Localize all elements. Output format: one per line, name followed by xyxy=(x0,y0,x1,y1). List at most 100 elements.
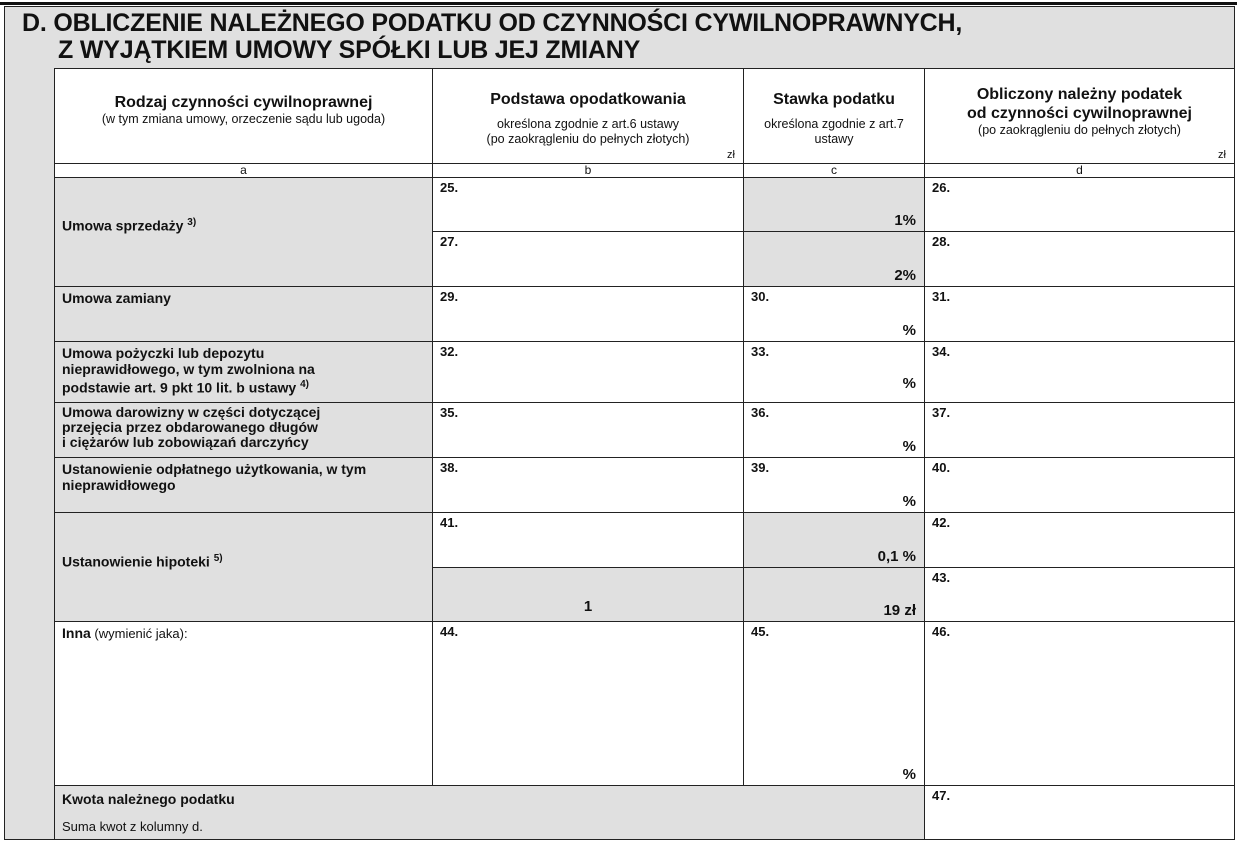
header-col-d: Obliczony należny podatek od czynności c… xyxy=(924,68,1235,164)
field-number: 27. xyxy=(440,234,459,249)
header-d-unit: zł xyxy=(1218,149,1226,161)
label-line: przejęcia przez obdarowanego długów xyxy=(62,419,318,435)
field-number: 31. xyxy=(932,289,951,304)
column-letter-c: c xyxy=(743,163,925,178)
percent-sign: % xyxy=(902,375,916,392)
field-number: 30. xyxy=(751,289,770,304)
field-42[interactable]: 42. xyxy=(924,512,1235,568)
field-number: 37. xyxy=(932,405,951,420)
section-title: D. OBLICZENIE NALEŻNEGO PODATKU OD CZYNN… xyxy=(22,10,962,64)
rate-value: 0,1 % xyxy=(877,548,916,565)
field-number: 29. xyxy=(440,289,459,304)
footnote: 4) xyxy=(300,379,309,390)
field-number: 46. xyxy=(932,624,951,639)
field-36[interactable]: 36.% xyxy=(743,402,925,458)
label-line: Umowa darowizny w części dotyczącej xyxy=(62,404,321,420)
row-label-pozyczki: Umowa pożyczki lub depozytu nieprawidłow… xyxy=(54,341,433,403)
label-line: nieprawidłowego, w tym zwolniona na xyxy=(62,361,315,377)
label-sub: Suma kwot z kolumny d. xyxy=(62,819,203,834)
field-35[interactable]: 35. xyxy=(432,402,744,458)
rate-0-1-percent: 0,1 % xyxy=(743,512,925,568)
field-43[interactable]: 43. xyxy=(924,567,1235,622)
row-label-inna[interactable]: Inna (wymienić jaka): xyxy=(54,621,433,786)
header-c-sub1: określona zgodnie z art.7 xyxy=(764,117,904,131)
field-number: 34. xyxy=(932,344,951,359)
percent-sign: % xyxy=(902,766,916,783)
header-c-title: Stawka podatku xyxy=(773,91,895,108)
percent-sign: % xyxy=(902,322,916,339)
field-number: 26. xyxy=(932,180,951,195)
field-30[interactable]: 30.% xyxy=(743,286,925,342)
rate-value: 19 zł xyxy=(883,602,916,619)
row-label-hipoteki: Ustanowienie hipoteki 5) xyxy=(54,512,433,622)
field-number: 38. xyxy=(440,460,459,475)
label-text: Inna xyxy=(62,625,91,641)
field-38[interactable]: 38. xyxy=(432,457,744,513)
field-29[interactable]: 29. xyxy=(432,286,744,342)
field-number: 32. xyxy=(440,344,459,359)
label-line: i ciężarów lub zobowiązań darczyńcy xyxy=(62,434,309,450)
label-line: nieprawidłowego xyxy=(62,477,176,493)
field-number: 40. xyxy=(932,460,951,475)
field-number: 44. xyxy=(440,624,459,639)
field-32[interactable]: 32. xyxy=(432,341,744,403)
column-letter-a: a xyxy=(54,163,433,178)
field-number: 36. xyxy=(751,405,770,420)
footnote: 5) xyxy=(213,553,223,564)
field-27[interactable]: 27. xyxy=(432,231,744,287)
field-number: 28. xyxy=(932,234,951,249)
field-37[interactable]: 37. xyxy=(924,402,1235,458)
row-label-zamiany: Umowa zamiany xyxy=(54,286,433,342)
header-a-title: Rodzaj czynności cywilnoprawnej xyxy=(114,94,373,111)
row-label-sprzedazy: Umowa sprzedaży 3) xyxy=(54,177,433,287)
title-line-1: D. OBLICZENIE NALEŻNEGO PODATKU OD CZYNN… xyxy=(22,9,963,37)
base-value: 1 xyxy=(583,598,593,615)
field-44[interactable]: 44. xyxy=(432,621,744,786)
row-label-kwota: Kwota należnego podatku Suma kwot z kolu… xyxy=(54,785,925,840)
footnote: 3) xyxy=(187,217,197,228)
row-label-uzytkowania: Ustanowienie odpłatnego użytkowania, w t… xyxy=(54,457,433,513)
row-label-darowizny: Umowa darowizny w części dotyczącej prze… xyxy=(54,402,433,458)
base-fixed: 1 xyxy=(432,567,744,622)
field-33[interactable]: 33.% xyxy=(743,341,925,403)
percent-sign: % xyxy=(902,438,916,455)
column-letter-b: b xyxy=(432,163,744,178)
field-45[interactable]: 45.% xyxy=(743,621,925,786)
header-c-sub2: ustawy xyxy=(814,132,854,146)
field-number: 42. xyxy=(932,515,951,530)
field-number: 41. xyxy=(440,515,459,530)
field-34[interactable]: 34. xyxy=(924,341,1235,403)
field-28[interactable]: 28. xyxy=(924,231,1235,287)
header-col-b: Podstawa opodatkowania określona zgodnie… xyxy=(432,68,744,164)
rate-2-percent: 2% xyxy=(743,231,925,287)
header-d-title1: Obliczony należny podatek xyxy=(976,86,1183,103)
field-31[interactable]: 31. xyxy=(924,286,1235,342)
label-hint: (wymienić jaka): xyxy=(90,626,188,641)
field-number: 35. xyxy=(440,405,459,420)
field-40[interactable]: 40. xyxy=(924,457,1235,513)
field-47[interactable]: 47. xyxy=(924,785,1235,840)
header-b-title: Podstawa opodatkowania xyxy=(490,91,686,108)
field-46[interactable]: 46. xyxy=(924,621,1235,786)
field-number: 47. xyxy=(932,788,951,803)
field-25[interactable]: 25. xyxy=(432,177,744,232)
field-41[interactable]: 41. xyxy=(432,512,744,568)
field-26[interactable]: 26. xyxy=(924,177,1235,232)
title-line-2: Z WYJĄTKIEM UMOWY SPÓŁKI LUB JEJ ZMIANY xyxy=(58,36,641,64)
label-line: Umowa pożyczki lub depozytu xyxy=(62,345,265,361)
rate-1-percent: 1% xyxy=(743,177,925,232)
label-text: Umowa zamiany xyxy=(62,290,171,306)
label-text: Umowa sprzedaży xyxy=(62,217,184,234)
percent-sign: % xyxy=(902,493,916,510)
field-number: 45. xyxy=(751,624,770,639)
label-text: Ustanowienie hipoteki xyxy=(62,553,210,570)
field-39[interactable]: 39.% xyxy=(743,457,925,513)
field-number: 33. xyxy=(751,344,770,359)
label-line: Ustanowienie odpłatnego użytkowania, w t… xyxy=(62,461,367,477)
field-number: 39. xyxy=(751,460,770,475)
field-number: 43. xyxy=(932,570,951,585)
header-b-unit: zł xyxy=(727,149,735,161)
header-b-sub2: (po zaokrągleniu do pełnych złotych) xyxy=(486,132,690,146)
header-col-c: Stawka podatku określona zgodnie z art.7… xyxy=(743,68,925,164)
label-text: Kwota należnego podatku xyxy=(62,791,235,807)
